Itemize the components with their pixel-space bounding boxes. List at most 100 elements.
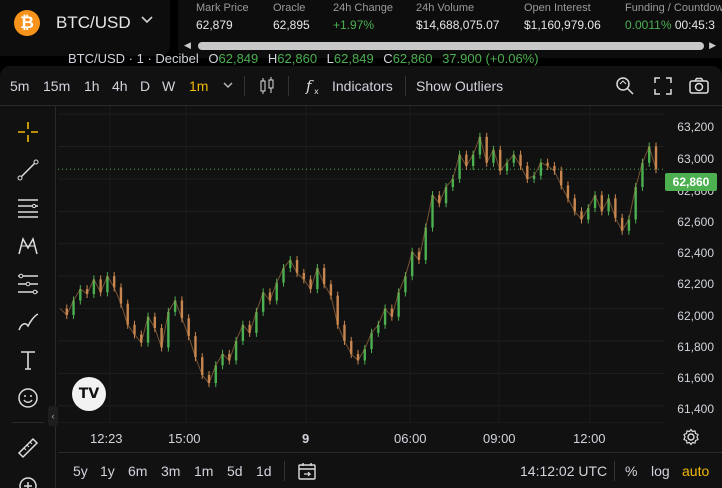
toolbar-divider (288, 76, 289, 96)
candle-body (173, 300, 177, 312)
horizontal-lines-icon[interactable] (16, 196, 40, 220)
candle-body (410, 251, 414, 277)
crosshair-icon[interactable] (16, 120, 40, 144)
axis-settings-gear-icon[interactable] (682, 428, 700, 446)
pair-selector[interactable]: ₿ BTC/USD (0, 0, 170, 56)
candle-body (559, 170, 563, 186)
stat-24h-volume: 24h Volume $14,688,075.07 (416, 2, 500, 32)
brush-icon[interactable] (16, 310, 40, 334)
toolbar-divider (405, 76, 406, 96)
timeframe-1m[interactable]: 1m (189, 78, 209, 94)
candle-body (99, 279, 102, 293)
candle-body (614, 198, 617, 218)
y-tick-label: 61,800 (677, 340, 714, 354)
timeframe-w[interactable]: W (162, 78, 176, 94)
candle-body (146, 316, 150, 343)
candle-body (424, 227, 427, 260)
candle-body (620, 217, 624, 231)
legend-high: 62,860 (277, 51, 318, 66)
candle-body (505, 162, 509, 171)
show-outliers-button[interactable]: Show Outliers (416, 78, 504, 94)
drawing-toolbar (0, 106, 56, 488)
candlestick-type-icon[interactable] (256, 75, 278, 97)
candle-body (404, 276, 407, 293)
candle-body (573, 198, 576, 212)
fib-retracement-icon[interactable] (16, 272, 40, 296)
candle-body (221, 353, 224, 366)
range-3m[interactable]: 3m (161, 463, 181, 479)
go-to-date-calendar-icon[interactable] (296, 460, 318, 482)
tradingview-logo[interactable]: TV (72, 377, 106, 411)
timeframe-1h[interactable]: 1h (84, 78, 100, 94)
timeframe-dropdown-chevron-icon[interactable] (222, 78, 234, 94)
candle-body (648, 146, 651, 163)
time-axis[interactable]: 12:23 15:00 9 06:00 09:00 12:00 (58, 422, 664, 450)
text-tool-icon[interactable] (16, 348, 40, 372)
range-6m[interactable]: 6m (128, 463, 148, 479)
scroll-left-arrow-icon[interactable]: ◀ (184, 40, 191, 50)
range-5y[interactable]: 5y (73, 463, 88, 479)
pattern-icon[interactable] (16, 234, 40, 258)
candle-body (295, 259, 299, 273)
utc-clock[interactable]: 14:12:02 UTC (520, 463, 608, 479)
candle-body (390, 308, 394, 317)
market-stats-bar: Mark Price 62,879 Oracle 62,895 24h Chan… (178, 0, 722, 58)
ruler-icon[interactable] (16, 436, 40, 460)
candle-body (180, 300, 184, 319)
zoom-in-icon[interactable] (16, 474, 40, 488)
candle-body (140, 334, 143, 343)
candle-body (126, 303, 129, 325)
price-axis[interactable]: 63,200 63,000 62,800 62,600 62,400 62,20… (664, 106, 722, 422)
candle-body (451, 178, 455, 188)
chevron-down-icon (140, 12, 154, 29)
trend-line-icon[interactable] (16, 158, 40, 182)
candle-body (72, 300, 75, 316)
price-chart[interactable] (58, 106, 664, 422)
candle-body (214, 365, 217, 384)
candle-body (641, 162, 644, 188)
scroll-right-arrow-icon[interactable]: ▶ (709, 40, 716, 50)
candle-body (431, 195, 434, 228)
candle-body (275, 282, 278, 301)
auto-scale-toggle[interactable]: auto (682, 463, 710, 479)
range-1d[interactable]: 1d (256, 463, 272, 479)
timeframe-4h[interactable]: 4h (112, 78, 128, 94)
candle-body (336, 295, 339, 325)
range-5d[interactable]: 5d (227, 463, 243, 479)
candle-body (228, 353, 231, 361)
candle-body (112, 276, 116, 288)
y-tick-label: 63,200 (677, 120, 714, 134)
candle-body (106, 276, 109, 293)
percent-scale-toggle[interactable]: % (625, 463, 638, 479)
timeframe-15m[interactable]: 15m (43, 78, 71, 94)
candle-body (593, 195, 597, 209)
candle-body (133, 324, 136, 335)
fullscreen-icon[interactable] (652, 75, 674, 97)
candle-body (634, 187, 637, 220)
range-1m[interactable]: 1m (194, 463, 214, 479)
candle-body (377, 324, 380, 333)
timeframe-d[interactable]: D (140, 78, 151, 94)
y-tick-label: 62,000 (677, 309, 714, 323)
camera-snapshot-icon[interactable] (688, 75, 710, 97)
y-tick-label: 63,000 (677, 152, 714, 166)
emoji-icon[interactable] (16, 386, 40, 410)
stats-scrollbar[interactable]: ◀ ▶ (182, 40, 718, 52)
range-1y[interactable]: 1y (100, 463, 115, 479)
indicators-button[interactable]: Indicators (332, 78, 393, 94)
candle-body (85, 289, 89, 294)
stat-open-interest: Open Interest $1,160,979.06 (524, 2, 601, 32)
candle-body (309, 279, 312, 290)
log-scale-toggle[interactable]: log (651, 463, 670, 479)
timeframe-5m[interactable]: 5m (10, 78, 30, 94)
collapse-toolbar-arrow-icon[interactable]: ‹ (48, 406, 58, 426)
stat-mark-price: Mark Price 62,879 (196, 2, 249, 32)
x-tick-label: 06:00 (394, 431, 427, 446)
candle-body (79, 289, 82, 301)
scrollbar-thumb[interactable] (198, 42, 704, 50)
search-settings-icon[interactable] (614, 75, 636, 97)
candle-body (526, 165, 529, 179)
stat-24h-change: 24h Change +1.97% (333, 2, 393, 32)
